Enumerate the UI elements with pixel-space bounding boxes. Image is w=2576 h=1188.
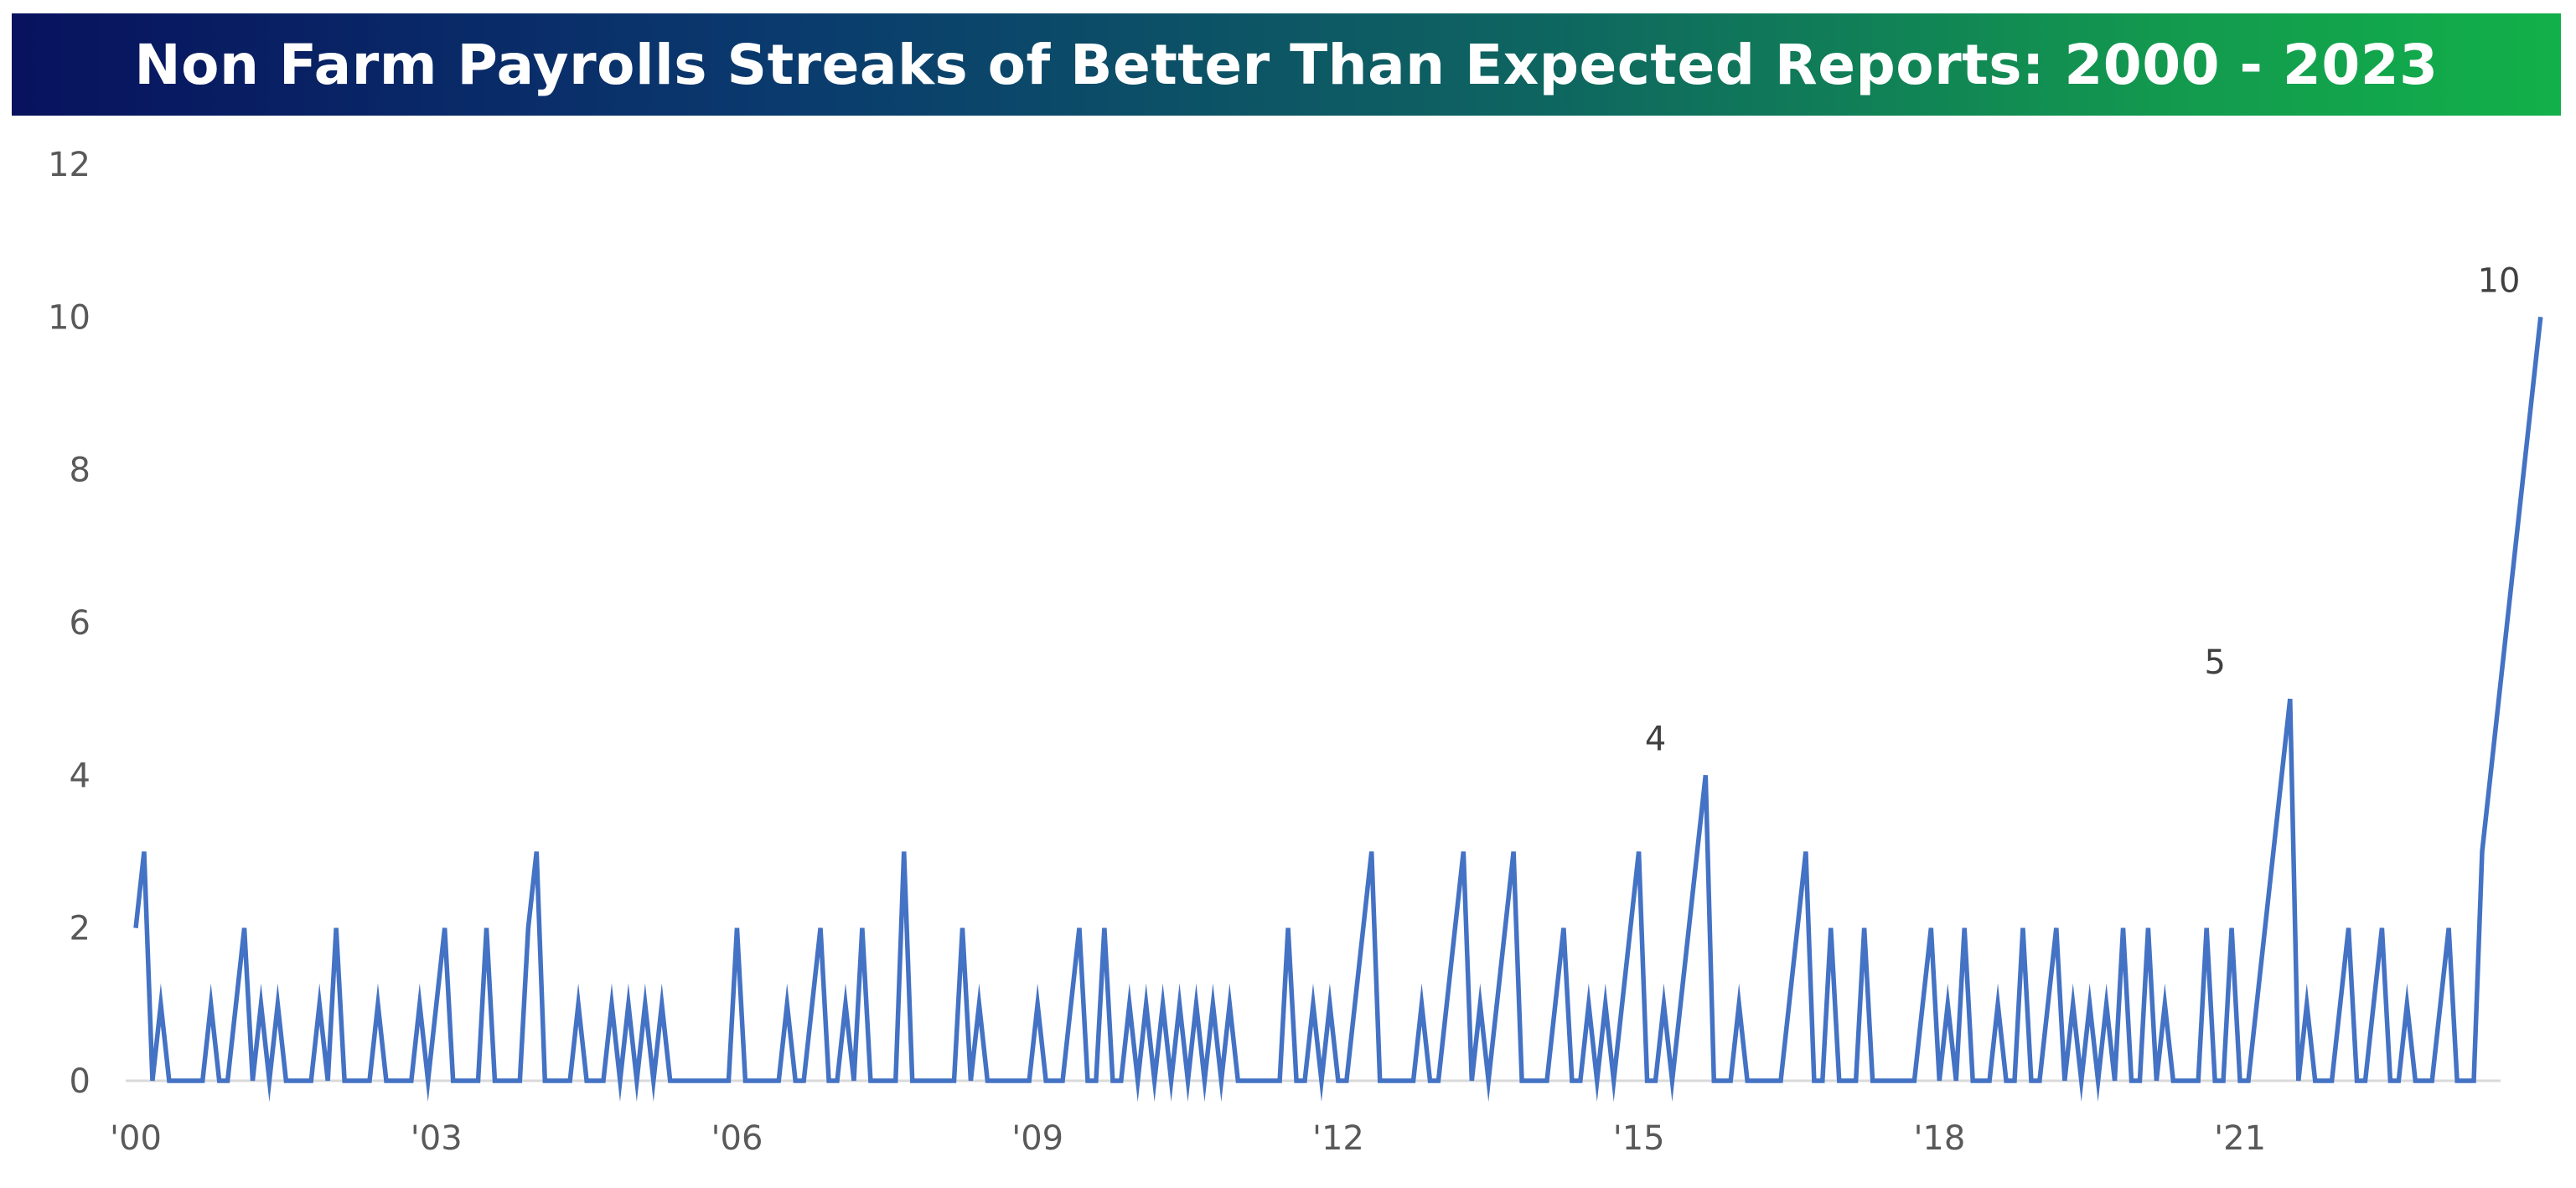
- y-axis: 0 2 4 6 8 10 12: [48, 146, 91, 1101]
- y-tick-label: 0: [70, 1062, 91, 1101]
- x-tick-label: '12: [1312, 1119, 1364, 1158]
- series-line: [133, 317, 2543, 1103]
- annotation-layer: 4 5 10: [1645, 261, 2521, 758]
- data-label: 4: [1645, 720, 1666, 758]
- y-tick-label: 8: [70, 452, 91, 490]
- chart-title: Non Farm Payrolls Streaks of Better Than…: [134, 32, 2439, 97]
- data-label: 5: [2205, 643, 2226, 682]
- x-tick-label: '00: [110, 1119, 162, 1158]
- x-tick-label: '09: [1011, 1119, 1063, 1158]
- x-tick-label: '15: [1613, 1119, 1665, 1158]
- x-axis: '00 '03 '06 '09 '12 '15 '18 '21: [110, 1119, 2266, 1158]
- data-label: 10: [2478, 261, 2521, 300]
- x-tick-label: '06: [711, 1119, 763, 1158]
- y-tick-label: 10: [48, 298, 91, 337]
- y-tick-label: 2: [70, 910, 91, 948]
- y-tick-label: 12: [48, 146, 91, 184]
- x-tick-label: '21: [2214, 1119, 2266, 1158]
- y-tick-label: 4: [70, 757, 91, 795]
- y-tick-label: 6: [70, 604, 91, 643]
- x-tick-label: '03: [411, 1119, 463, 1158]
- x-tick-label: '18: [1913, 1119, 1965, 1158]
- chart-title-banner: Non Farm Payrolls Streaks of Better Than…: [12, 13, 2561, 116]
- series-layer: [133, 317, 2543, 1103]
